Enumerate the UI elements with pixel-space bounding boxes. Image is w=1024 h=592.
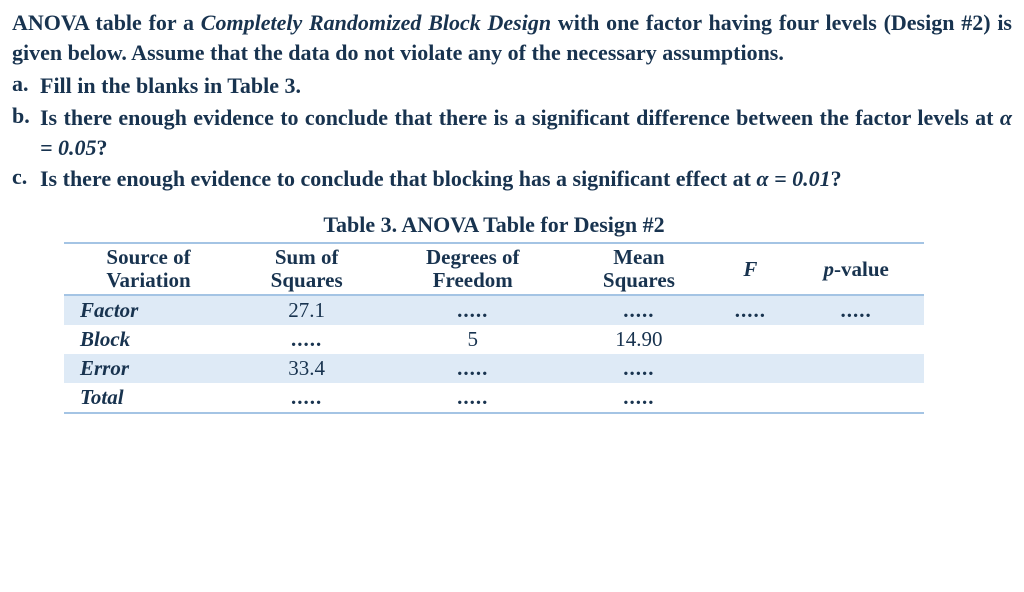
- question-a-text: Fill in the blanks in Table 3.: [40, 71, 1012, 101]
- col-ms: MeanSquares: [565, 243, 712, 295]
- alpha-c: α = 0.01: [756, 166, 830, 191]
- row-block: Block ..... 5 14.90: [64, 325, 924, 354]
- question-b-text: Is there enough evidence to conclude tha…: [40, 103, 1012, 162]
- question-b: b. Is there enough evidence to conclude …: [12, 103, 1012, 162]
- anova-table-wrap: Table 3. ANOVA Table for Design #2 Sourc…: [64, 212, 924, 414]
- question-a-label: a.: [12, 71, 40, 97]
- row-total: Total ..... ..... .....: [64, 383, 924, 413]
- problem-intro: ANOVA table for a Completely Randomized …: [12, 8, 1012, 67]
- question-c: c. Is there enough evidence to conclude …: [12, 164, 1012, 194]
- table-title: Table 3. ANOVA Table for Design #2: [64, 212, 924, 238]
- intro-italic: Completely Randomized Block Design: [201, 10, 551, 35]
- question-b-label: b.: [12, 103, 40, 129]
- col-F: F: [713, 243, 789, 295]
- col-source: Source ofVariation: [64, 243, 233, 295]
- col-ss: Sum ofSquares: [233, 243, 380, 295]
- question-c-label: c.: [12, 164, 40, 190]
- question-list: a. Fill in the blanks in Table 3. b. Is …: [12, 71, 1012, 194]
- question-a: a. Fill in the blanks in Table 3.: [12, 71, 1012, 101]
- question-c-text: Is there enough evidence to conclude tha…: [40, 164, 1012, 194]
- row-error: Error 33.4 ..... .....: [64, 354, 924, 383]
- row-factor: Factor 27.1 ..... ..... ..... .....: [64, 295, 924, 325]
- intro-part1: ANOVA table for a: [12, 10, 201, 35]
- col-df: Degrees ofFreedom: [380, 243, 565, 295]
- anova-table: Source ofVariation Sum ofSquares Degrees…: [64, 242, 924, 414]
- col-p: p-value: [788, 243, 924, 295]
